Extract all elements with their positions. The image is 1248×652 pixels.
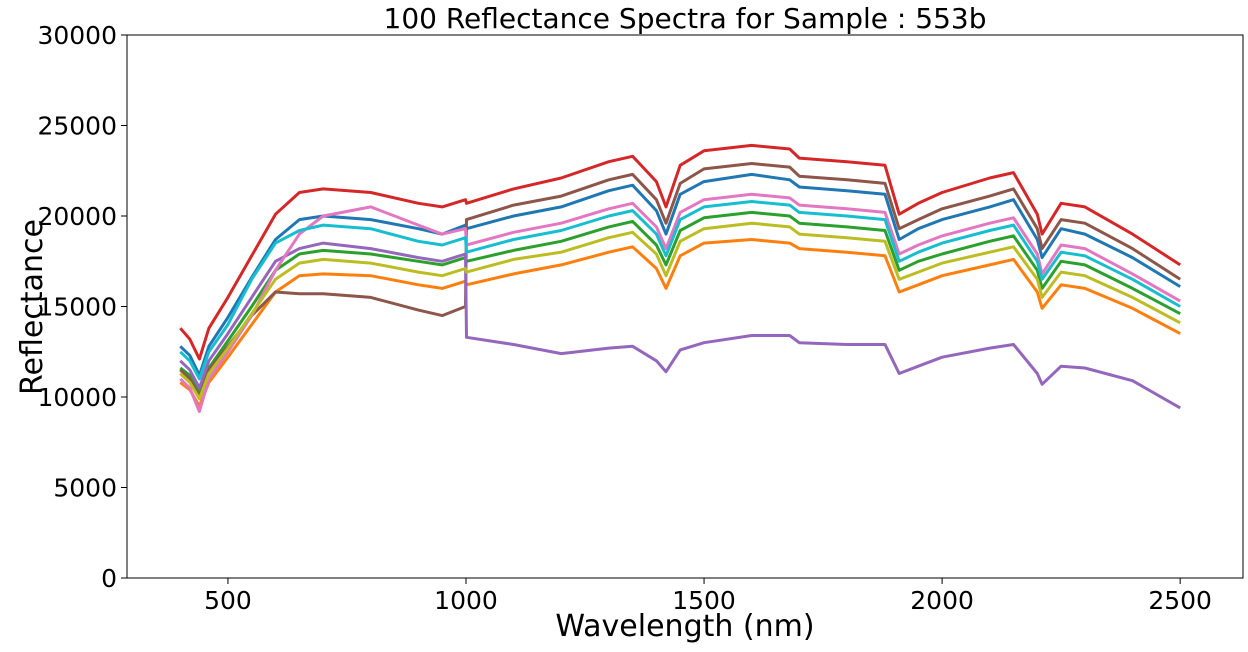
x-tick-label: 2000	[910, 586, 974, 615]
spectrum-line	[179, 221, 1181, 401]
y-tick-label: 0	[101, 564, 117, 593]
spectrum-line	[179, 200, 1181, 381]
spectrum-line	[179, 192, 1181, 413]
y-tick-label: 5000	[53, 474, 117, 503]
x-tick-label: 1000	[434, 586, 498, 615]
x-axis-label: Wavelength (nm)	[555, 609, 814, 644]
plot-frame	[126, 34, 1244, 579]
chart-title: 100 Reflectance Spectra for Sample : 553…	[384, 2, 987, 35]
spectrum-line	[179, 238, 1181, 408]
spectrum-line	[179, 172, 1181, 377]
spectrum-line	[179, 162, 1182, 399]
y-axis-label: Reflectance	[15, 219, 50, 395]
y-tick-label: 10000	[37, 383, 117, 412]
spectrum-line	[179, 143, 1182, 361]
y-tick-label: 15000	[37, 293, 117, 322]
x-tick-label: 500	[204, 586, 252, 615]
spectrum-line	[179, 210, 1181, 395]
y-tick-label: 20000	[37, 202, 117, 231]
spectrum-line	[179, 241, 1181, 410]
x-tick-label: 2500	[1148, 586, 1212, 615]
y-tick-label: 25000	[37, 112, 117, 141]
y-tick-label: 30000	[37, 21, 117, 50]
x-tick-label: 1500	[672, 586, 736, 615]
